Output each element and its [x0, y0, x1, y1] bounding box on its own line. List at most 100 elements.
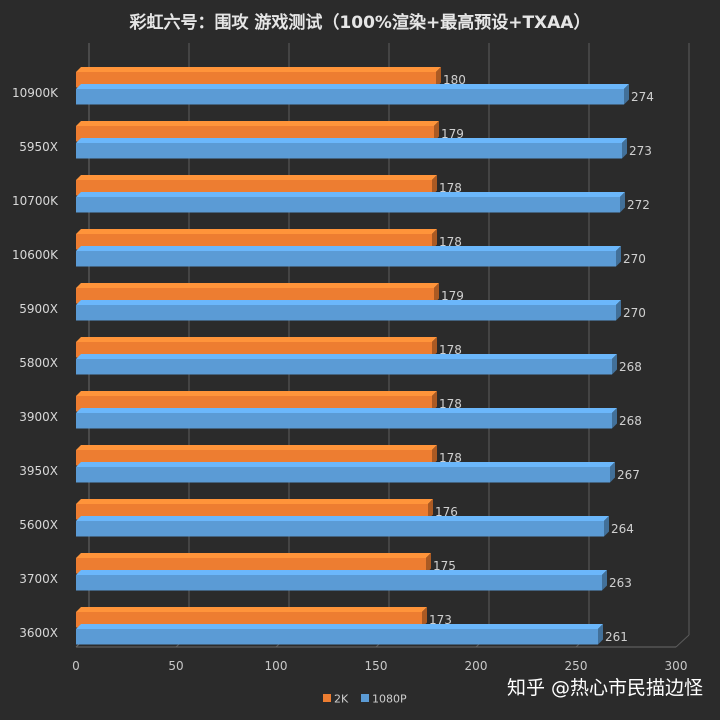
- bar-side-face: [612, 408, 617, 429]
- data-label: 268: [619, 414, 642, 428]
- bar-2k: [76, 180, 432, 196]
- bar-top-face: [76, 516, 609, 521]
- watermark-text: 知乎 @热心市民描边怪: [507, 677, 703, 699]
- bar-side-face: [604, 516, 609, 537]
- bar-2k: [76, 450, 432, 466]
- bar-2k: [76, 612, 422, 628]
- bar-top-face: [76, 84, 629, 89]
- category-label: 5800X: [19, 356, 58, 370]
- category-label: 5950X: [19, 140, 58, 154]
- data-label: 261: [605, 630, 628, 644]
- x-tick-label: 200: [465, 659, 488, 673]
- category-label: 10700K: [12, 194, 59, 208]
- data-label: 272: [627, 198, 650, 212]
- legend-label: 2K: [334, 693, 349, 706]
- chart-title: 彩虹六号：围攻 游戏测试（100%渲染+最高预设+TXAA）: [129, 12, 591, 33]
- bar-top-face: [76, 121, 439, 126]
- category-label: 10900K: [12, 86, 59, 100]
- data-label: 178: [439, 343, 462, 357]
- bar-side-face: [432, 337, 437, 358]
- bar-top-face: [76, 553, 431, 558]
- bar-2k: [76, 72, 436, 88]
- bar-top-face: [76, 300, 621, 305]
- data-label: 264: [611, 522, 634, 536]
- category-label: 3950X: [19, 464, 58, 478]
- bar-side-face: [432, 175, 437, 196]
- bar-side-face: [602, 570, 607, 591]
- bar-2k: [76, 234, 432, 250]
- category-label: 5600X: [19, 518, 58, 532]
- bar-top-face: [76, 408, 617, 413]
- bar-side-face: [422, 607, 427, 628]
- bar-side-face: [434, 121, 439, 142]
- bar-top-face: [76, 175, 437, 180]
- legend-swatch: [361, 694, 369, 702]
- bar-top-face: [76, 337, 437, 342]
- data-label: 267: [617, 468, 640, 482]
- data-label: 178: [439, 235, 462, 249]
- bar-2k: [76, 288, 434, 304]
- data-label: 176: [435, 505, 458, 519]
- data-label: 175: [433, 559, 456, 573]
- bar-top-face: [76, 445, 437, 450]
- category-label: 10600K: [12, 248, 59, 262]
- bar-side-face: [428, 499, 433, 520]
- data-label: 268: [619, 360, 642, 374]
- bar-1080p: [76, 251, 616, 267]
- bar-top-face: [76, 229, 437, 234]
- bar-1080p: [76, 467, 610, 483]
- data-label: 178: [439, 181, 462, 195]
- bar-1080p: [76, 89, 624, 105]
- bar-top-face: [76, 462, 615, 467]
- bar-top-face: [76, 246, 621, 251]
- data-label: 179: [441, 289, 464, 303]
- data-label: 178: [439, 397, 462, 411]
- bar-side-face: [610, 462, 615, 483]
- bar-top-face: [76, 570, 607, 575]
- data-label: 179: [441, 127, 464, 141]
- bar-1080p: [76, 575, 602, 591]
- category-label: 5900X: [19, 302, 58, 316]
- bar-1080p: [76, 629, 598, 645]
- bar-top-face: [76, 138, 627, 143]
- bar-1080p: [76, 521, 604, 537]
- x-tick-label: 100: [265, 659, 288, 673]
- bar-side-face: [620, 192, 625, 213]
- bar-2k: [76, 504, 428, 520]
- bar-2k: [76, 396, 432, 412]
- bar-side-face: [624, 84, 629, 105]
- category-label: 3600X: [19, 626, 58, 640]
- bar-side-face: [426, 553, 431, 574]
- x-tick-label: 300: [665, 659, 688, 673]
- data-label: 270: [623, 306, 646, 320]
- bar-top-face: [76, 607, 427, 612]
- bar-side-face: [612, 354, 617, 375]
- x-tick-label: 50: [168, 659, 183, 673]
- bar-1080p: [76, 143, 622, 159]
- bar-side-face: [622, 138, 627, 159]
- x-tick-label: 250: [565, 659, 588, 673]
- bar-top-face: [76, 499, 433, 504]
- data-label: 178: [439, 451, 462, 465]
- data-label: 270: [623, 252, 646, 266]
- bar-side-face: [616, 246, 621, 267]
- data-label: 263: [609, 576, 632, 590]
- bar-top-face: [76, 354, 617, 359]
- grid-floor-line: [675, 634, 690, 648]
- bar-1080p: [76, 197, 620, 213]
- bar-side-face: [432, 229, 437, 250]
- category-label: 3700X: [19, 572, 58, 586]
- bar-2k: [76, 558, 426, 574]
- bar-side-face: [432, 445, 437, 466]
- bar-side-face: [616, 300, 621, 321]
- bar-side-face: [432, 391, 437, 412]
- bar-top-face: [76, 624, 603, 629]
- x-tick-label: 0: [72, 659, 80, 673]
- bar-1080p: [76, 305, 616, 321]
- bar-top-face: [76, 192, 625, 197]
- bar-top-face: [76, 67, 441, 72]
- legend-swatch: [323, 694, 331, 702]
- bar-1080p: [76, 359, 612, 375]
